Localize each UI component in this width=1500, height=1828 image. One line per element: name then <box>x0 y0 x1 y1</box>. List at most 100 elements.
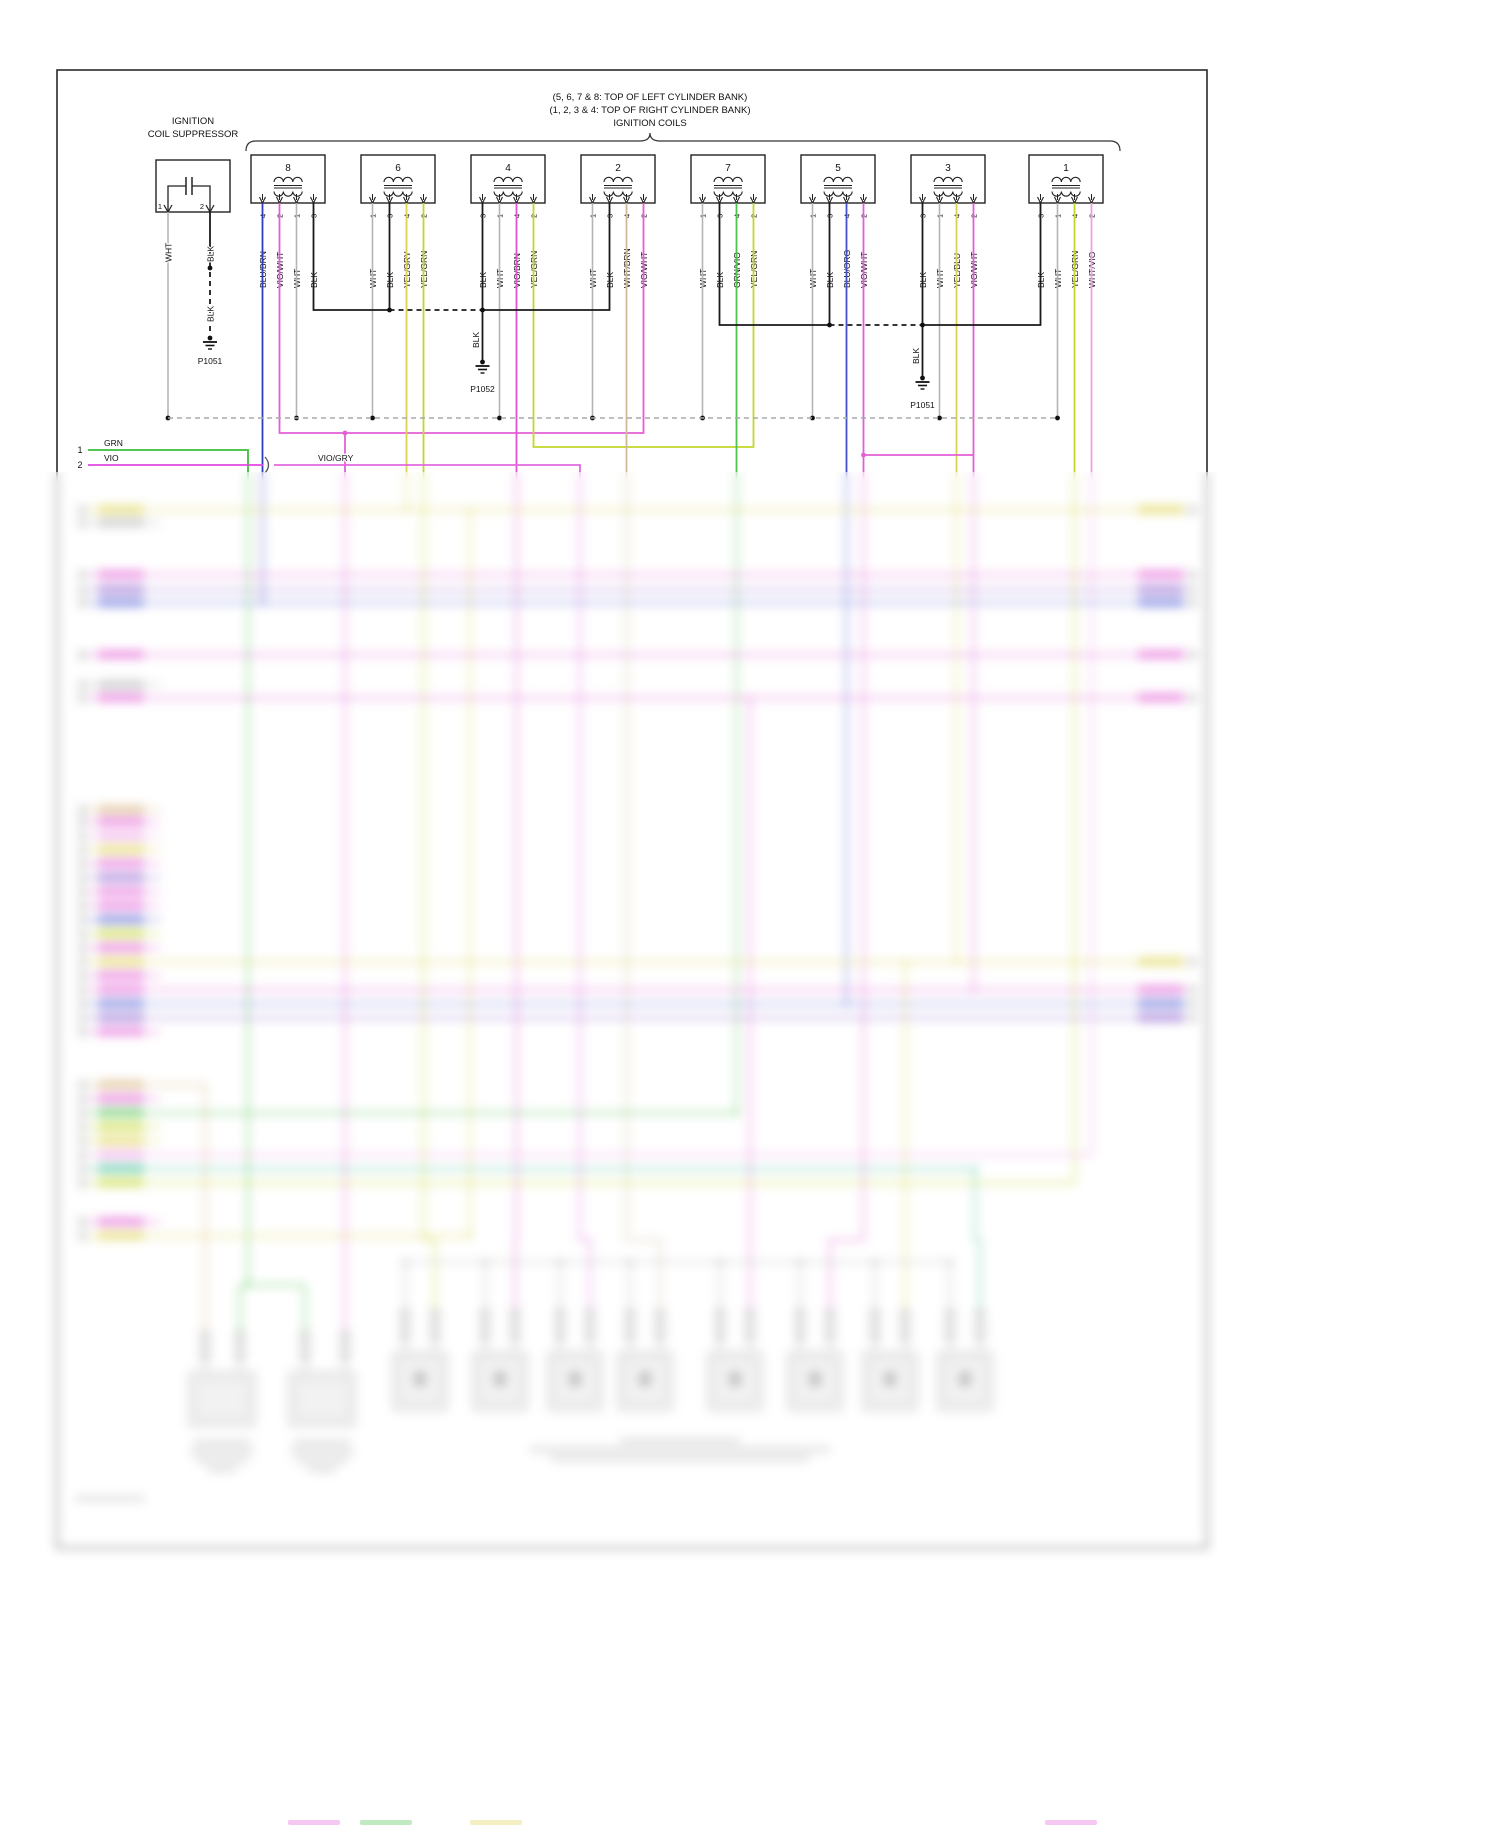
ignition-coil-boxes: 84BLU/BRN2VIO/WHT1WHT3BLK61WHT3BLK4YEL/G… <box>250 154 1104 289</box>
junction-dot <box>207 265 213 271</box>
obscured-left-label <box>98 650 144 659</box>
obscured-left-label <box>98 943 144 952</box>
obscured-left-pin <box>78 518 87 528</box>
obscured-left-label <box>98 915 144 924</box>
coil-winding-icon <box>823 191 853 197</box>
obscured-right-pin <box>1188 1013 1197 1023</box>
obscured-left-label <box>98 1080 144 1089</box>
wire-routes: BLK P1052 BLK P1051 <box>88 203 1093 1334</box>
wire-vio-brn <box>514 203 518 1312</box>
obscured-left-label <box>98 929 144 938</box>
obscured-left-pin <box>78 859 87 869</box>
injector-number-blob <box>959 1372 971 1386</box>
obscured-left-label <box>98 957 144 966</box>
wire-color-label: BLK <box>911 348 921 364</box>
coil-box <box>250 154 326 204</box>
obscured-lower-section <box>75 505 1197 1825</box>
obscured-right-label <box>1138 1013 1184 1022</box>
coil-winding-icon <box>603 191 633 197</box>
obscured-caption-line <box>293 1440 351 1445</box>
bank-note-line1: (5, 6, 7 & 8: TOP OF LEFT CYLINDER BANK) <box>553 92 748 103</box>
obscured-left-label <box>98 1136 144 1145</box>
suppressor-box <box>155 159 231 213</box>
header-labels: (5, 6, 7 & 8: TOP OF LEFT CYLINDER BANK)… <box>548 91 751 130</box>
obscured-left-label <box>98 971 144 980</box>
obscured-left-label <box>98 1150 144 1159</box>
page-edge-mark <box>288 1820 340 1825</box>
obscured-right-pin <box>1188 585 1197 595</box>
wire-extra <box>974 1169 981 1312</box>
coil-number: 8 <box>285 163 291 174</box>
obscured-left-pin <box>78 650 87 660</box>
wire-color-label: GRN <box>104 438 123 448</box>
obscured-left-pin <box>78 1231 87 1241</box>
obscured-left-pin <box>78 1150 87 1160</box>
obscured-left-label <box>98 845 144 854</box>
obscured-right-pin <box>1188 598 1197 608</box>
connector-terminal <box>480 1309 490 1341</box>
coil-number: 4 <box>505 163 511 174</box>
coil-box <box>1028 154 1104 204</box>
wire-yel-grn <box>422 203 436 1312</box>
obscured-right-pin <box>1188 570 1197 580</box>
connector-terminal <box>975 1309 985 1341</box>
wire-color-label: WHT <box>164 243 174 262</box>
obscured-left-pin <box>78 1027 87 1037</box>
obscured-corner-text <box>75 1496 145 1501</box>
obscured-caption-line <box>207 1467 237 1472</box>
obscured-right-label <box>1138 505 1184 514</box>
ignition-coil-suppressor: IGNITION COIL SUPPRESSOR 1 2 WHT BLK BLK P1051 <box>147 115 240 421</box>
connector-terminal <box>200 1331 210 1361</box>
obscured-left-label <box>98 598 144 607</box>
coil-box <box>470 154 546 204</box>
injector-number-blob <box>729 1372 741 1386</box>
coil-number: 1 <box>1063 163 1069 174</box>
tap-pin-number: 2 <box>77 460 82 470</box>
inline-connector-icon <box>264 456 270 474</box>
junction-dot <box>920 322 925 328</box>
obscured-left-label <box>98 1164 144 1173</box>
obscured-left-pin <box>78 817 87 827</box>
connector-terminal <box>655 1309 665 1341</box>
obscured-left-pin <box>78 985 87 995</box>
obscured-left-label <box>98 1122 144 1131</box>
injector-number-blob <box>569 1372 581 1386</box>
wire-color-label: VIO/GRY <box>318 453 354 463</box>
injector-number-blob <box>884 1372 896 1386</box>
wire-color-label: BLK <box>471 332 481 348</box>
coil-winding-icon <box>933 191 963 197</box>
pin-number: 1 <box>158 202 162 211</box>
obscured-caption-line <box>307 1467 337 1472</box>
obscured-left-label <box>98 518 144 527</box>
coil-box <box>910 154 986 204</box>
obscured-left-pin <box>78 957 87 967</box>
obscured-left-label <box>98 859 144 868</box>
connector-terminal <box>745 1309 755 1341</box>
injector-number-blob <box>809 1372 821 1386</box>
obscured-left-pin <box>78 831 87 841</box>
coil-winding-icon <box>713 191 743 197</box>
connector-terminal <box>795 1309 805 1341</box>
obscured-right-pin <box>1188 505 1197 515</box>
coil-winding-icon <box>603 176 633 183</box>
obscured-left-label <box>98 1178 144 1187</box>
obscured-left-pin <box>78 845 87 855</box>
obscured-right-pin <box>1188 985 1197 995</box>
obscured-left-label <box>98 693 144 702</box>
connector-terminal <box>510 1309 520 1341</box>
wire-color-label: VIO <box>104 453 119 463</box>
connector-terminal <box>900 1309 910 1341</box>
obscured-left-label <box>98 1108 144 1117</box>
obscured-right-pin <box>1188 957 1197 967</box>
junction-dot <box>497 415 502 421</box>
obscured-left-label <box>98 805 144 814</box>
coil-winding-icon <box>383 191 413 197</box>
coil-winding-icon <box>383 176 413 183</box>
coil-number: 5 <box>835 163 841 174</box>
ground-name: P1051 <box>198 356 223 366</box>
obscured-left-label <box>98 999 144 1008</box>
obscured-left-label <box>98 901 144 910</box>
junction-dot <box>920 375 925 381</box>
